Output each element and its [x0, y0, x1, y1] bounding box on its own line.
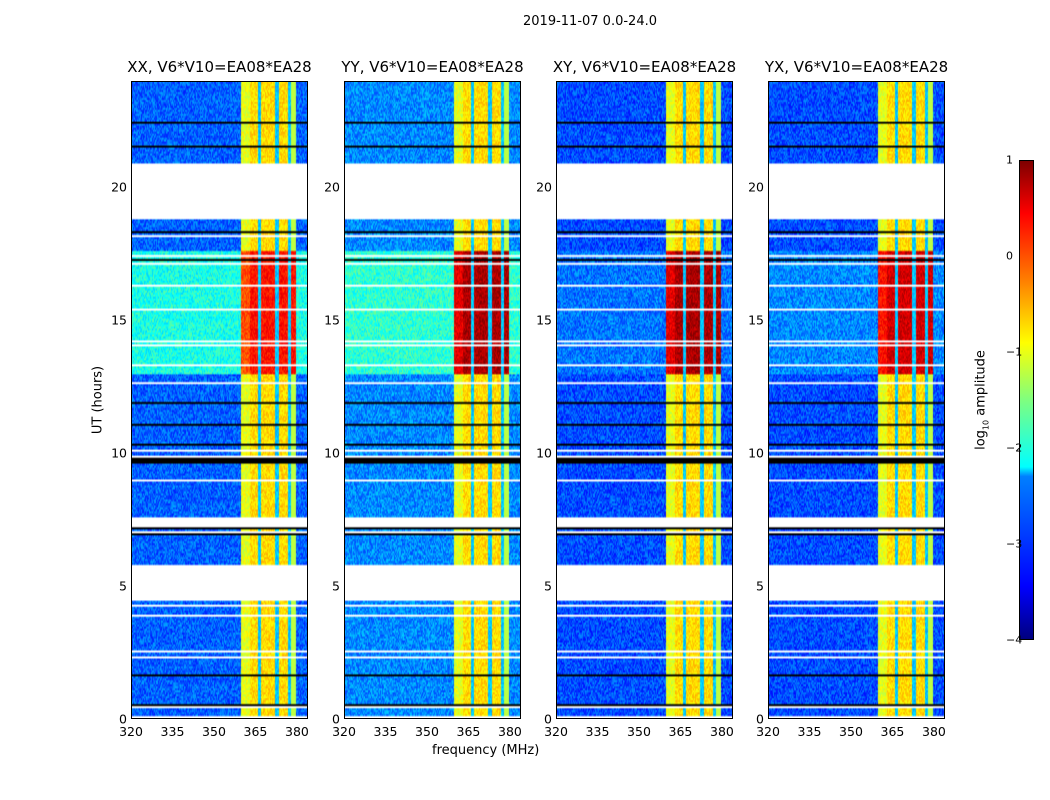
y-tick-label: 0 [119, 711, 127, 727]
y-tick-label: 15 [536, 312, 552, 328]
x-tick-label: 320 [332, 724, 356, 739]
x-tick-label: 320 [119, 724, 143, 739]
x-tick-label: 350 [627, 724, 651, 739]
x-tick-label: 350 [202, 724, 226, 739]
colorbar-label: log10 amplitude [973, 350, 991, 450]
y-tick-label: 5 [332, 578, 340, 594]
x-tick-label: 335 [373, 724, 398, 739]
x-tick-label: 380 [922, 724, 946, 739]
x-tick-label: 320 [544, 724, 568, 739]
x-tick-label: 380 [285, 724, 309, 739]
colorbar [1019, 160, 1034, 640]
y-tick-label: 10 [748, 445, 764, 461]
colorbar-tick-label: 0 [1006, 249, 1013, 263]
x-tick-label: 335 [585, 724, 610, 739]
heatmap-panel [556, 81, 733, 719]
y-tick-label: 15 [324, 312, 340, 328]
heatmap-image [132, 82, 307, 718]
colorbar-tick-label: −2 [1006, 441, 1023, 455]
x-axis-label: frequency (MHz) [432, 743, 540, 758]
heatmap-image [769, 82, 944, 718]
y-tick-label: 20 [536, 179, 552, 195]
heatmap-panel [131, 81, 308, 719]
heatmap-panel [768, 81, 945, 719]
y-tick-label: 20 [324, 179, 340, 195]
y-tick-label: 20 [111, 179, 127, 195]
colorbar-tick-label: −4 [1006, 633, 1023, 647]
heatmap-image [345, 82, 520, 718]
y-tick-label: 10 [111, 445, 127, 461]
x-tick-label: 365 [243, 724, 268, 739]
x-tick-label: 380 [498, 724, 522, 739]
x-tick-label: 365 [668, 724, 693, 739]
heatmap-image [557, 82, 732, 718]
y-tick-label: 5 [544, 578, 552, 594]
y-tick-label: 20 [748, 179, 764, 195]
figure-title: 2019-11-07 0.0-24.0 [523, 14, 657, 29]
colorbar-tick-label: 1 [1006, 153, 1013, 167]
y-tick-label: 10 [536, 445, 552, 461]
y-tick-label: 0 [332, 711, 340, 727]
colorbar-tick-label: −3 [1006, 537, 1023, 551]
y-tick-label: 0 [756, 711, 764, 727]
y-tick-label: 15 [111, 312, 127, 328]
x-tick-label: 335 [160, 724, 185, 739]
x-tick-label: 335 [797, 724, 822, 739]
y-tick-label: 5 [756, 578, 764, 594]
x-tick-label: 320 [756, 724, 780, 739]
colorbar-tick-label: −1 [1006, 345, 1023, 359]
panel-title: XY, V6*V10=EA08*EA28 [552, 58, 737, 76]
y-tick-label: 5 [119, 578, 127, 594]
y-tick-label: 15 [748, 312, 764, 328]
x-tick-label: 365 [880, 724, 905, 739]
panel-title: YY, V6*V10=EA08*EA28 [341, 58, 524, 76]
y-tick-label: 0 [544, 711, 552, 727]
x-tick-label: 365 [456, 724, 481, 739]
x-tick-label: 350 [415, 724, 439, 739]
heatmap-panel [344, 81, 521, 719]
panel-title: XX, V6*V10=EA08*EA28 [127, 58, 312, 76]
panel-title: YX, V6*V10=EA08*EA28 [764, 58, 949, 76]
y-tick-label: 10 [324, 445, 340, 461]
x-tick-label: 350 [839, 724, 863, 739]
y-axis-label: UT (hours) [90, 365, 106, 435]
x-tick-label: 380 [710, 724, 734, 739]
